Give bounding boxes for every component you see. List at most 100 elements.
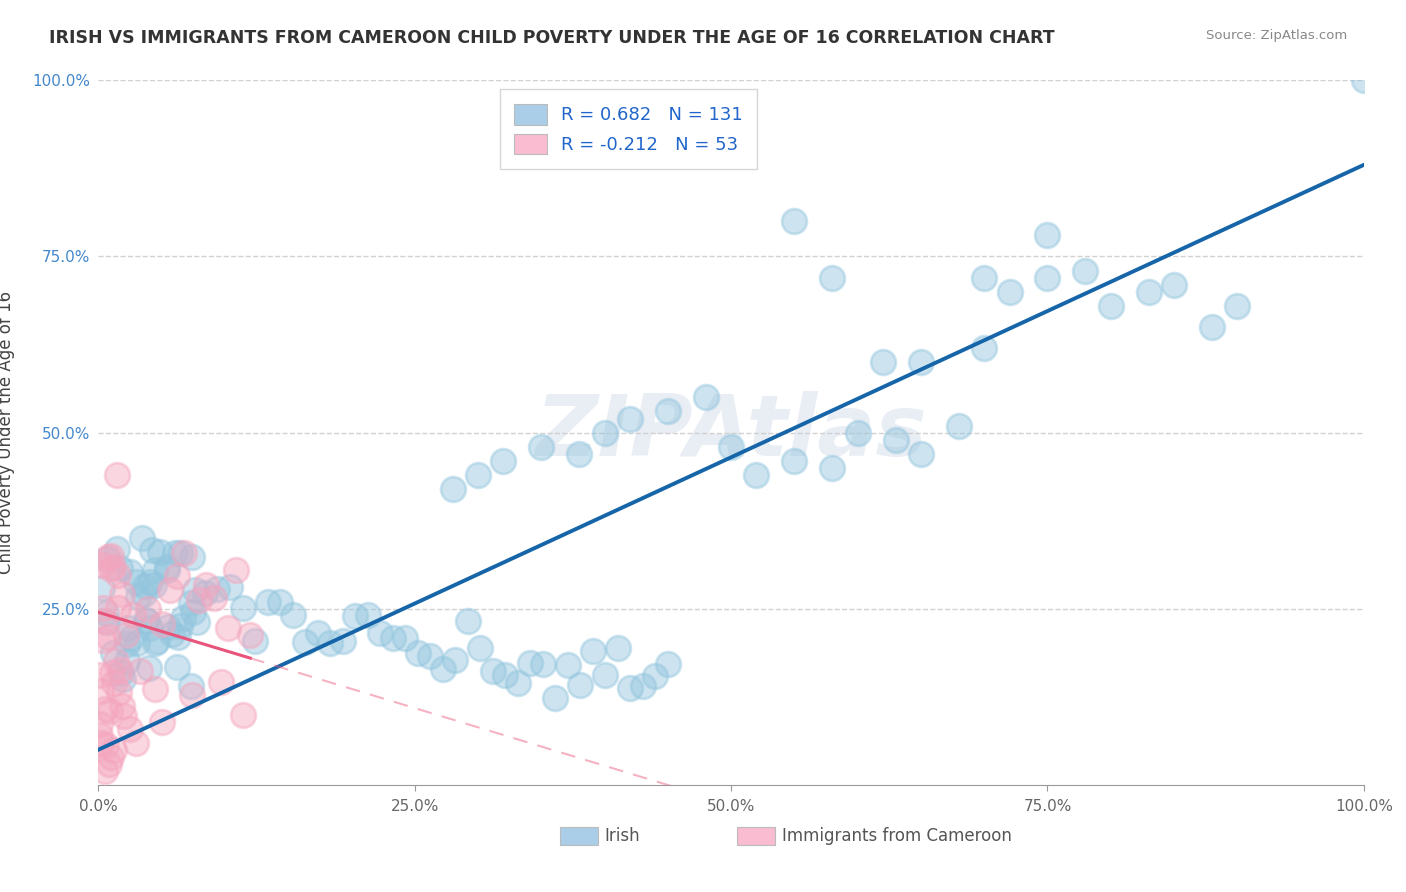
Point [1036,228,1059,243]
Point [97,630,120,644]
Point [100,549,122,563]
Point [998,285,1021,299]
Point [256,595,278,609]
Point [142,578,165,592]
Point [186,615,208,629]
Point [281,607,304,622]
Point [100,749,122,764]
Point [910,355,932,369]
Point [1099,299,1122,313]
Point [90,684,112,698]
Point [593,425,616,440]
Legend: R = 0.682   N = 131, R = -0.212   N = 53: R = 0.682 N = 131, R = -0.212 N = 53 [499,89,758,169]
Point [531,657,554,672]
Point [101,666,124,681]
Point [156,620,179,634]
Point [93,614,115,628]
Point [131,532,153,546]
Point [307,625,329,640]
Point [595,668,617,682]
Point [444,653,467,667]
Point [107,541,129,556]
Point [344,609,367,624]
Point [181,550,204,565]
Point [97,756,120,771]
Point [107,467,129,482]
Point [111,672,134,686]
Point [821,270,844,285]
Point [519,656,541,670]
Point [110,666,132,681]
Point [91,632,114,647]
Point [115,654,138,668]
Point [381,631,404,645]
Point [194,586,217,600]
Point [160,627,183,641]
Point [225,563,247,577]
Point [143,636,166,650]
Point [108,663,131,677]
Point [125,574,148,589]
Point [89,717,111,731]
Point [101,559,124,574]
Point [129,665,152,679]
Point [973,341,995,355]
Point [173,546,195,560]
Point [1074,263,1097,277]
Point [181,606,204,620]
FancyBboxPatch shape [737,827,776,845]
Point [159,582,181,597]
Point [494,668,516,682]
Point [195,578,218,592]
Point [107,567,129,582]
Point [146,633,169,648]
Point [96,606,118,620]
Point [180,688,202,702]
Point [136,614,159,628]
Point [481,664,503,678]
Text: Irish: Irish [605,827,640,845]
Point [118,565,141,579]
Point [103,742,125,756]
Point [319,636,342,650]
Point [821,460,844,475]
Point [180,596,202,610]
Point [111,587,134,601]
Point [122,607,145,622]
Point [582,644,605,658]
Point [150,714,173,729]
Point [114,627,136,641]
Point [441,482,464,496]
Point [120,631,142,645]
Point [172,611,194,625]
Point [506,676,529,690]
Point [606,641,628,656]
Point [141,543,163,558]
Point [232,708,254,723]
Point [93,764,117,778]
Point [846,425,869,440]
Point [243,633,266,648]
Point [1036,270,1059,285]
Point [108,685,131,699]
Point [96,738,118,752]
Point [138,661,160,675]
Point [1201,320,1223,334]
Point [107,601,129,615]
Point [884,433,907,447]
Point [1163,277,1185,292]
Point [695,391,717,405]
Point [96,551,118,566]
Point [97,550,120,565]
Point [657,404,679,418]
Point [91,600,114,615]
Point [94,702,117,716]
Point [217,621,239,635]
Point [136,602,159,616]
Point [166,569,188,583]
Point [89,667,111,681]
Point [117,637,139,651]
Text: IRISH VS IMMIGRANTS FROM CAMEROON CHILD POVERTY UNDER THE AGE OF 16 CORRELATION : IRISH VS IMMIGRANTS FROM CAMEROON CHILD … [49,29,1054,46]
Point [631,679,654,693]
Point [155,559,177,574]
